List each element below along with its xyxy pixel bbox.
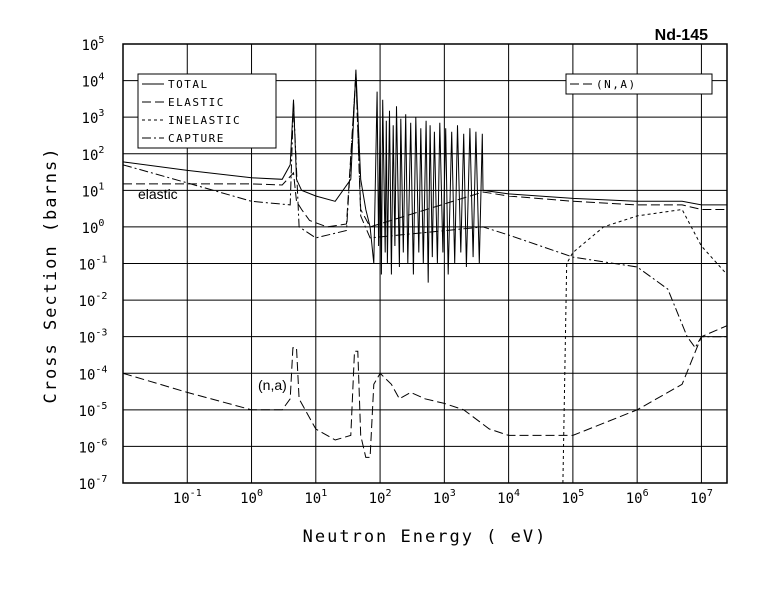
tick-base: 10 xyxy=(79,477,96,493)
tick-exponent: -4 xyxy=(95,364,107,375)
tick-base: 10 xyxy=(173,491,190,507)
tick-base: 10 xyxy=(690,491,707,507)
tick-base: 10 xyxy=(433,491,450,507)
tick-base: 10 xyxy=(79,367,96,383)
tick-label: 102 xyxy=(82,145,105,164)
tick-label: 102 xyxy=(369,488,392,507)
tick-base: 10 xyxy=(82,38,99,54)
tick-base: 10 xyxy=(82,221,99,237)
tick-label: 10-2 xyxy=(79,291,108,310)
tick-base: 10 xyxy=(79,294,96,310)
tick-base: 10 xyxy=(497,491,514,507)
tick-label: 107 xyxy=(690,488,713,507)
tick-label: 105 xyxy=(82,35,105,54)
tick-label: 10-6 xyxy=(79,437,108,456)
legend-label: TOTAL xyxy=(168,78,209,91)
tick-exponent: -5 xyxy=(95,401,107,412)
tick-label: 101 xyxy=(304,488,327,507)
tick-exponent: 1 xyxy=(98,181,104,192)
tick-label: 10-4 xyxy=(79,364,108,383)
tick-label: 103 xyxy=(433,488,456,507)
annotation: (n,a) xyxy=(258,377,287,393)
tick-exponent: -2 xyxy=(95,291,107,302)
tick-base: 10 xyxy=(79,258,96,274)
tick-base: 10 xyxy=(304,491,321,507)
tick-label: 10-5 xyxy=(79,401,108,420)
y-axis-label: Cross Section (barns) xyxy=(41,147,61,404)
tick-label: 10-1 xyxy=(79,255,108,274)
series-line xyxy=(562,208,727,483)
tick-exponent: 4 xyxy=(98,72,104,83)
tick-exponent: 6 xyxy=(643,488,649,499)
tick-exponent: 3 xyxy=(450,488,456,499)
tick-exponent: 3 xyxy=(98,108,104,119)
tick-label: 101 xyxy=(82,181,105,200)
tick-label: 104 xyxy=(497,488,520,507)
chart-title: Nd-145 xyxy=(655,27,708,44)
legend-label: CAPTURE xyxy=(168,132,225,145)
x-axis-label: Neutron Energy ( eV) xyxy=(303,527,548,547)
legend-label: INELASTIC xyxy=(168,114,241,127)
tick-base: 10 xyxy=(240,491,257,507)
tick-exponent: -7 xyxy=(95,474,107,485)
legend-box xyxy=(137,73,277,149)
tick-base: 10 xyxy=(82,111,99,127)
tick-exponent: 4 xyxy=(514,488,520,499)
series-line xyxy=(123,325,727,458)
tick-exponent: -6 xyxy=(95,437,107,448)
tick-exponent: 1 xyxy=(321,488,327,499)
tick-base: 10 xyxy=(561,491,578,507)
annotation: elastic xyxy=(138,186,178,202)
plot-area xyxy=(123,69,727,483)
tick-label: 104 xyxy=(82,72,105,91)
tick-base: 10 xyxy=(82,148,99,164)
tick-base: 10 xyxy=(79,331,96,347)
tick-label: 10-7 xyxy=(79,474,108,493)
tick-base: 10 xyxy=(82,184,99,200)
tick-exponent: 0 xyxy=(98,218,104,229)
tick-label: 103 xyxy=(82,108,105,127)
tick-base: 10 xyxy=(626,491,643,507)
tick-label: 10-3 xyxy=(79,328,108,347)
tick-base: 10 xyxy=(79,440,96,456)
tick-exponent: 2 xyxy=(385,488,391,499)
legend-label: ELASTIC xyxy=(168,96,225,109)
tick-exponent: 5 xyxy=(578,488,584,499)
tick-exponent: -3 xyxy=(95,328,107,339)
tick-base: 10 xyxy=(79,404,96,420)
series-line xyxy=(123,74,727,349)
tick-label: 106 xyxy=(626,488,649,507)
tick-label: 100 xyxy=(82,218,105,237)
tick-base: 10 xyxy=(82,75,99,91)
tick-exponent: 0 xyxy=(257,488,263,499)
legend-box xyxy=(565,73,713,95)
legend-label: (N,A) xyxy=(596,78,637,91)
tick-label: 10-1 xyxy=(173,488,202,507)
tick-exponent: -1 xyxy=(95,255,107,266)
tick-exponent: 2 xyxy=(98,145,104,156)
tick-base: 10 xyxy=(369,491,386,507)
tick-exponent: 7 xyxy=(707,488,713,499)
plot-frame xyxy=(122,43,728,484)
tick-label: 100 xyxy=(240,488,263,507)
tick-label: 105 xyxy=(561,488,584,507)
tick-exponent: -1 xyxy=(190,488,202,499)
tick-exponent: 5 xyxy=(98,35,104,46)
